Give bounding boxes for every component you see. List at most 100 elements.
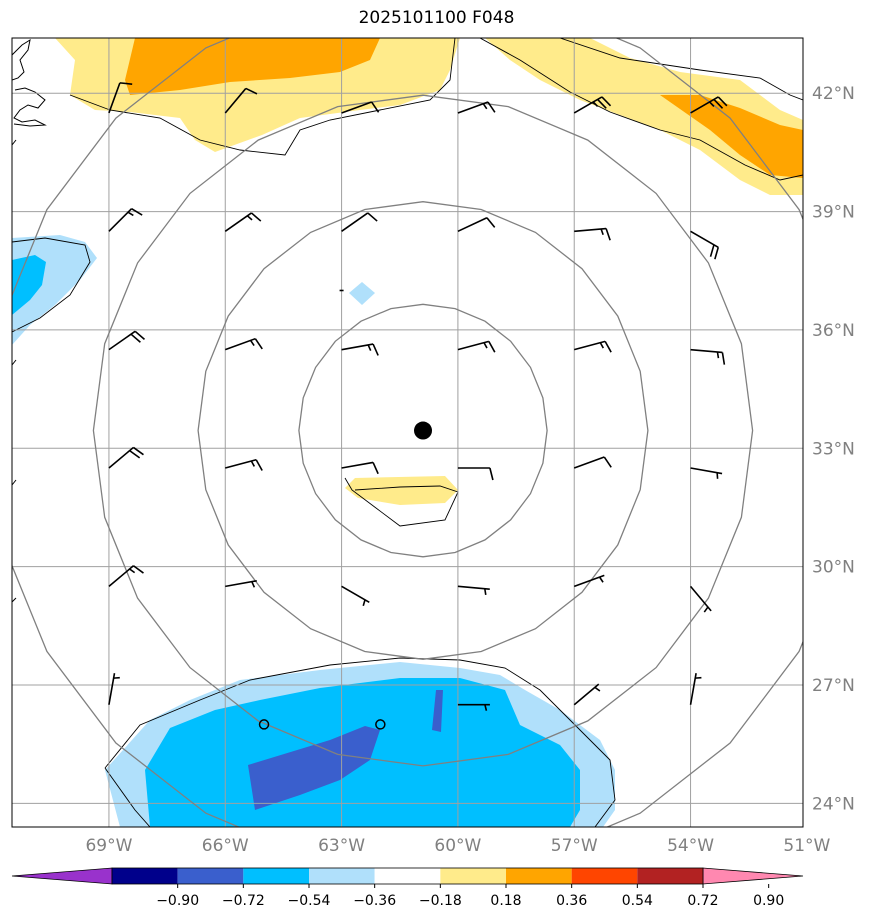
wind-barb bbox=[457, 703, 490, 711]
colorbar-segment bbox=[571, 868, 638, 884]
wind-barb bbox=[224, 87, 258, 114]
lon-tick-label: 63°W bbox=[318, 836, 365, 856]
contour-line bbox=[12, 237, 91, 333]
wind-barb bbox=[574, 227, 611, 241]
coastline-segment bbox=[12, 139, 17, 146]
wind-barb bbox=[341, 343, 379, 356]
lon-tick-label: 60°W bbox=[434, 836, 481, 856]
wind-barb bbox=[457, 101, 496, 114]
wind-barb bbox=[341, 101, 380, 114]
lon-tick-label: 69°W bbox=[85, 836, 132, 856]
lat-tick-label: 27°N bbox=[812, 676, 855, 696]
wind-barb bbox=[225, 458, 263, 471]
wind-barb bbox=[341, 461, 379, 475]
wind-barb bbox=[690, 230, 720, 260]
coastline-segment bbox=[12, 359, 17, 366]
coastline bbox=[12, 38, 47, 603]
positive-anomaly-low bbox=[485, 38, 803, 195]
colorbar-label: −0.36 bbox=[353, 893, 396, 909]
storm-center-marker bbox=[414, 421, 433, 440]
contour-line bbox=[104, 767, 151, 827]
wind-barb bbox=[224, 212, 262, 232]
colorbar-extend-high bbox=[702, 867, 804, 885]
colorbar-label: 0.36 bbox=[556, 893, 587, 909]
wind-barb bbox=[341, 212, 378, 232]
wind-barb bbox=[690, 348, 726, 365]
contour-line bbox=[104, 657, 616, 827]
lat-tick-label: 42°N bbox=[812, 84, 855, 104]
lon-tick-label: 54°W bbox=[667, 836, 714, 856]
wind-barb bbox=[689, 585, 712, 613]
lat-tick-label: 30°N bbox=[812, 558, 855, 578]
wind-barb bbox=[573, 683, 601, 706]
colorbar-label: 0.18 bbox=[490, 893, 521, 909]
contour-line bbox=[479, 38, 803, 181]
wind-barb bbox=[108, 207, 143, 232]
range-ring bbox=[92, 94, 754, 767]
lon-tick-label: 51°W bbox=[783, 836, 830, 856]
wind-barb bbox=[457, 467, 494, 481]
colorbar-segment bbox=[440, 868, 506, 884]
lon-tick-label: 66°W bbox=[202, 836, 249, 856]
lat-tick-label: 39°N bbox=[812, 203, 855, 223]
range-ring bbox=[298, 303, 548, 558]
colorbar: −0.90 −0.72 −0.54 −0.36 −0.18 0.18 0.36 0.54 0.7… bbox=[11, 867, 804, 909]
lat-tick-label: 36°N bbox=[812, 321, 855, 341]
negative-anomaly-mid bbox=[12, 255, 46, 315]
colorbar-segment bbox=[374, 868, 441, 884]
gridlines bbox=[12, 38, 803, 827]
markers bbox=[258, 421, 433, 730]
lat-tick-label: 33°N bbox=[812, 439, 855, 459]
colorbar-label: 0.90 bbox=[753, 893, 784, 909]
colorbar-label: −0.18 bbox=[419, 893, 462, 909]
wind-barb bbox=[224, 337, 263, 351]
coastline-segment bbox=[12, 479, 17, 486]
filled-contours bbox=[12, 38, 803, 827]
colorbar-label: −0.54 bbox=[288, 893, 331, 909]
contour-line bbox=[344, 477, 459, 527]
wind-barb bbox=[108, 673, 120, 705]
range-ring bbox=[197, 201, 649, 660]
wind-barb bbox=[690, 467, 723, 479]
coastline-segment bbox=[13, 87, 47, 127]
positive-anomaly-mid bbox=[660, 95, 803, 178]
wind-barb bbox=[457, 217, 496, 233]
colorbar-extend-low bbox=[11, 867, 113, 885]
lon-tick-label: 57°W bbox=[551, 836, 598, 856]
wind-barb bbox=[108, 565, 144, 587]
lat-tick-label: 24°N bbox=[812, 794, 855, 814]
wind-barb bbox=[457, 340, 496, 353]
wind-barb bbox=[108, 82, 133, 114]
wind-barb bbox=[225, 580, 257, 588]
colorbar-segment bbox=[112, 868, 178, 884]
wind-barbs bbox=[108, 82, 728, 711]
wind-barb bbox=[573, 96, 612, 114]
wind-barb bbox=[457, 585, 490, 595]
colorbar-segment bbox=[309, 868, 375, 884]
coastline-segment bbox=[12, 597, 17, 603]
colorbar-label: 0.72 bbox=[687, 893, 718, 909]
wind-barb bbox=[341, 585, 370, 607]
open-circle-marker bbox=[258, 719, 270, 730]
wind-barb bbox=[690, 96, 728, 114]
wind-barb bbox=[573, 574, 605, 588]
axis-ticks: 42°N 39°N 36°N 33°N 30°N 27°N 24°N 69°W 66°W 63°W… bbox=[85, 84, 854, 856]
coastline-segment bbox=[12, 38, 31, 81]
negative-anomaly-high bbox=[432, 690, 443, 732]
wind-barb bbox=[574, 340, 612, 353]
open-circle-marker bbox=[375, 719, 386, 730]
wind-barb bbox=[689, 673, 702, 705]
contour-line bbox=[559, 38, 803, 101]
range-ring bbox=[12, 38, 803, 827]
contour-lines bbox=[12, 38, 803, 827]
colorbar-segment bbox=[506, 868, 572, 884]
colorbar-segment bbox=[243, 868, 309, 884]
colorbar-label: −0.90 bbox=[156, 893, 199, 909]
wind-barb bbox=[108, 330, 146, 351]
wind-barb bbox=[108, 446, 144, 469]
colorbar-segment bbox=[177, 868, 244, 884]
wind-barb bbox=[573, 456, 612, 469]
positive-anomaly-low bbox=[345, 476, 458, 505]
colorbar-label: 0.54 bbox=[622, 893, 653, 909]
